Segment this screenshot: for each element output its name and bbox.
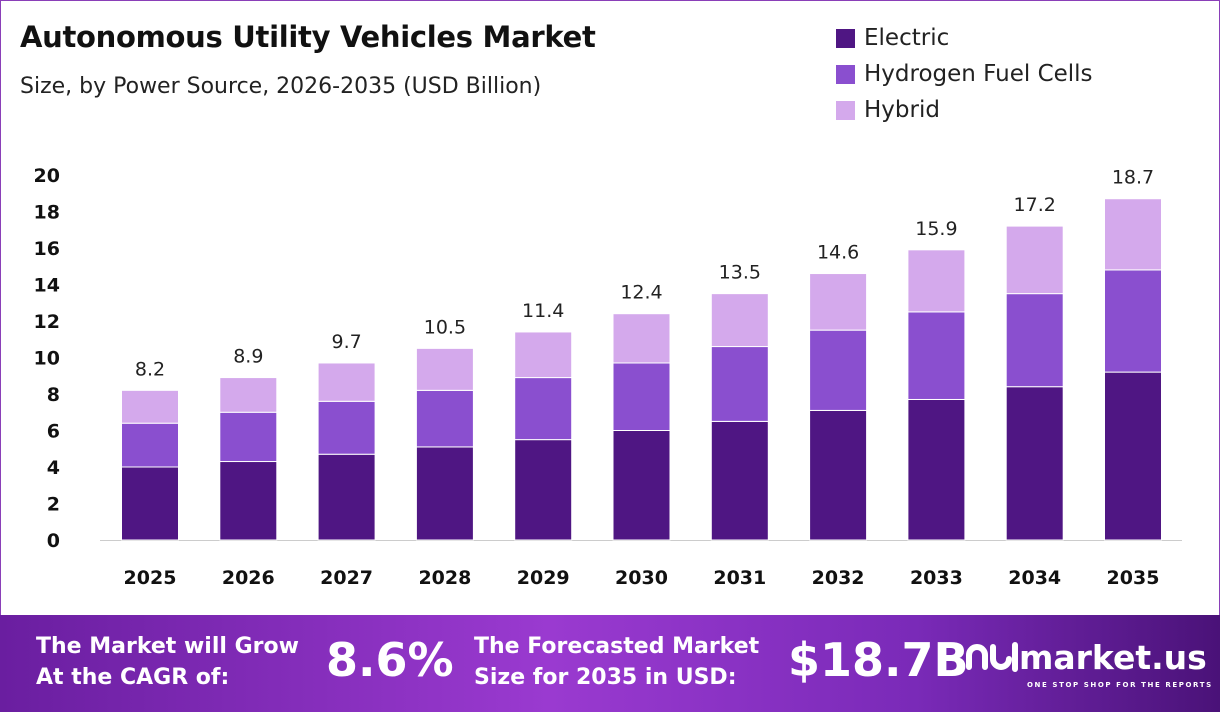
stacked-bar-chart: 0 2 4 6 8 10 12 14 16 18 20 8.2 2025 8.9 2026 9.7 2027 10… (34, 165, 1182, 589)
forecast-label-line: The Forecasted Market (474, 634, 760, 659)
bar-segment-hybrid (907, 249, 966, 313)
bar-total-label: 11.4 (522, 300, 564, 322)
bar-segment-hybrid (317, 362, 376, 402)
bar-total-label: 17.2 (1014, 194, 1056, 216)
legend-label: Electric (864, 25, 950, 51)
forecast-label: The Forecasted Market Size for 2035 in US… (474, 631, 759, 693)
bar-segment-hydrogen-fuel-cells (219, 411, 278, 463)
logo-tagline: ONE STOP SHOP FOR THE REPORTS (1027, 681, 1213, 689)
legend-item-electric: Electric (836, 20, 1093, 56)
bar-segment-hydrogen-fuel-cells (415, 389, 474, 448)
bar-segment-hybrid (514, 331, 573, 379)
y-tick-label: 18 (34, 202, 60, 224)
bar-total-label: 12.4 (620, 282, 662, 304)
cagr-value: 8.6% (326, 633, 454, 687)
bar-total-label: 13.5 (719, 262, 761, 284)
bar-segment-hydrogen-fuel-cells (1005, 293, 1064, 388)
bar-segment-hydrogen-fuel-cells (907, 311, 966, 400)
x-tick-label: 2032 (812, 567, 865, 589)
bar-segment-hydrogen-fuel-cells (317, 400, 376, 455)
bar-segment-electric (514, 439, 573, 541)
legend: Electric Hydrogen Fuel Cells Hybrid (836, 20, 1093, 128)
bar-segment-electric (317, 453, 376, 541)
x-tick-label: 2029 (517, 567, 570, 589)
legend-item-hybrid: Hybrid (836, 92, 1093, 128)
bar-total-label: 10.5 (424, 316, 466, 338)
legend-swatch (836, 64, 855, 84)
forecast-label-line: Size for 2035 in USD: (474, 665, 737, 690)
bar-segment-electric (219, 461, 278, 541)
legend-swatch (836, 100, 855, 120)
bar-segment-hybrid (1104, 198, 1162, 271)
y-tick-label: 12 (34, 311, 60, 333)
y-tick-label: 10 (34, 348, 60, 370)
bar-segment-electric (1005, 386, 1064, 541)
y-tick-label: 14 (34, 275, 60, 297)
x-tick-label: 2031 (713, 567, 766, 589)
x-tick-label: 2027 (320, 567, 373, 589)
bar-total-label: 15.9 (915, 218, 957, 240)
bar-segment-hybrid (121, 389, 179, 424)
cagr-label-line: At the CAGR of: (36, 665, 230, 690)
y-tick-label: 2 (47, 494, 60, 516)
cagr-label: The Market will Grow At the CAGR of: (36, 631, 299, 693)
forecast-value: $18.7B (788, 633, 969, 687)
x-tick-label: 2033 (910, 567, 963, 589)
bar-segment-hybrid (710, 293, 769, 348)
x-tick-label: 2025 (124, 567, 177, 589)
bar-segment-hydrogen-fuel-cells (1104, 269, 1162, 373)
bar-segment-electric (612, 430, 671, 541)
bar-total-label: 9.7 (331, 331, 361, 353)
bar-segment-hybrid (809, 273, 868, 331)
y-tick-label: 20 (34, 165, 60, 187)
bar-segment-electric (710, 420, 769, 541)
bar-total-label: 18.7 (1112, 167, 1154, 189)
bar-segment-hybrid (1005, 225, 1064, 295)
bar-segment-hybrid (415, 347, 474, 391)
legend-swatch (836, 28, 855, 48)
bar-segment-electric (415, 446, 474, 541)
bar-segment-hydrogen-fuel-cells (809, 329, 868, 411)
y-tick-label: 0 (47, 530, 60, 552)
bar-segment-electric (121, 466, 179, 541)
y-tick-label: 8 (47, 384, 60, 406)
legend-label: Hydrogen Fuel Cells (864, 61, 1093, 87)
bar-segment-hydrogen-fuel-cells (514, 377, 573, 441)
y-tick-label: 6 (47, 421, 60, 443)
bar-segment-hydrogen-fuel-cells (121, 422, 179, 468)
bar-total-label: 14.6 (817, 242, 859, 264)
summary-banner: The Market will Grow At the CAGR of: 8.6%… (0, 615, 1220, 712)
chart-subtitle: Size, by Power Source, 2026-2035 (USD Bi… (20, 74, 542, 99)
legend-item-hydrogen: Hydrogen Fuel Cells (836, 56, 1093, 92)
logo-icon (966, 642, 1018, 672)
cagr-label-line: The Market will Grow (36, 634, 299, 659)
bar-segment-hydrogen-fuel-cells (710, 346, 769, 422)
x-tick-label: 2028 (418, 567, 471, 589)
legend-label: Hybrid (864, 97, 940, 123)
x-tick-label: 2034 (1008, 567, 1061, 589)
x-tick-label: 2026 (222, 567, 275, 589)
y-tick-label: 16 (34, 238, 60, 260)
bar-segment-electric (809, 409, 868, 541)
x-tick-label: 2035 (1107, 567, 1160, 589)
bar-segment-hydrogen-fuel-cells (612, 362, 671, 432)
bar-total-label: 8.2 (135, 358, 165, 380)
bar-segment-electric (907, 398, 966, 541)
bar-segment-hybrid (612, 313, 671, 364)
bar-segment-hybrid (219, 377, 278, 413)
market-us-logo: market.us ONE STOP SHOP FOR THE REPORTS (965, 637, 1211, 689)
logo-name: market.us (1019, 637, 1207, 677)
chart-title: Autonomous Utility Vehicles Market (20, 20, 596, 54)
bar-segment-electric (1104, 371, 1162, 541)
bar-total-label: 8.9 (233, 346, 263, 368)
x-tick-label: 2030 (615, 567, 668, 589)
y-tick-label: 4 (47, 457, 60, 479)
